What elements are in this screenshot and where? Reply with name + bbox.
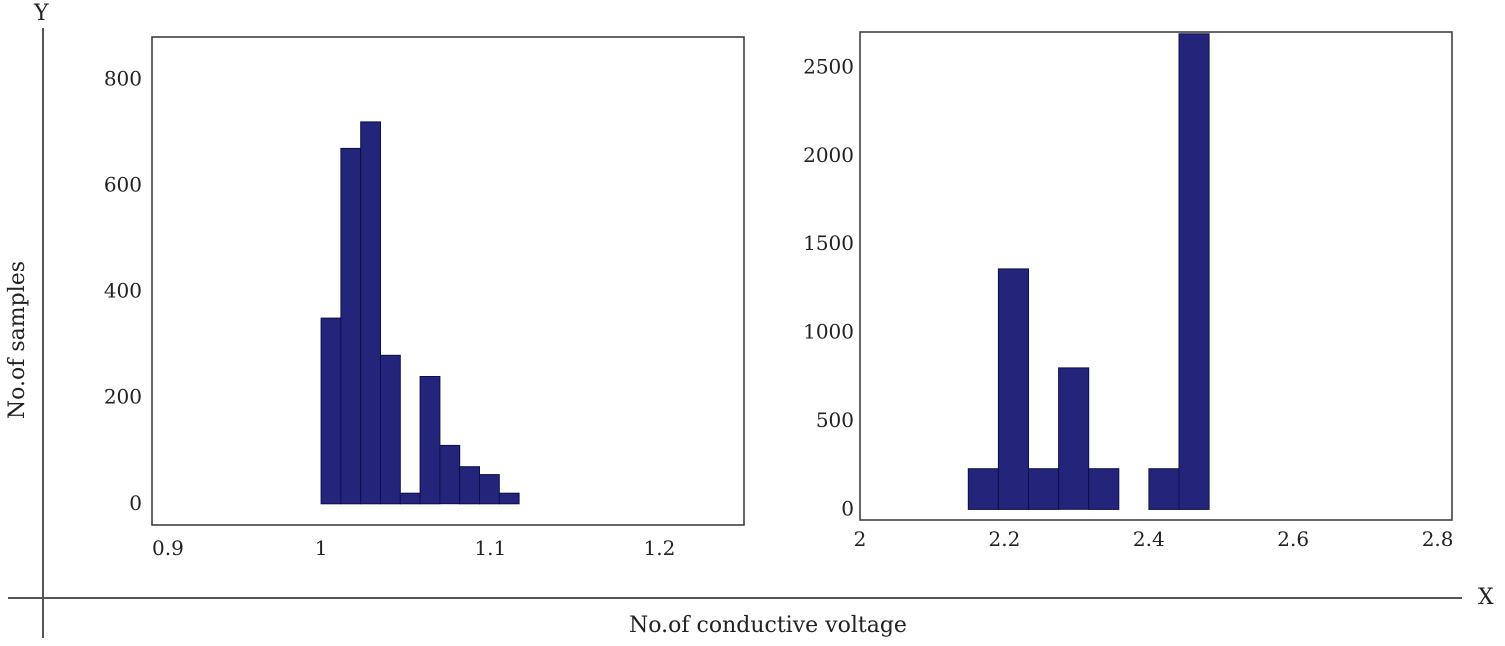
chart-left-y-ticks: 0 200 400 600 800	[104, 66, 142, 514]
chart-right-x-ticks: 2 2.2 2.4 2.6 2.8	[854, 527, 1454, 551]
chart-left-bar	[439, 444, 461, 505]
chart-left-bars	[320, 121, 520, 505]
chart-left-y-tick-label: 400	[104, 279, 142, 303]
chart-left-bar	[459, 466, 481, 505]
chart-left-x-tick-label: 1	[315, 536, 328, 560]
chart-right-bar	[1148, 468, 1180, 510]
outer-x-letter: X	[1478, 585, 1494, 610]
chart-left-bar	[479, 474, 500, 505]
chart-right-x-tick-label: 2.6	[1277, 527, 1309, 551]
chart-left: 0 200 400 600 800 0.9 1 1.1 1.2	[104, 36, 745, 560]
chart-left-x-ticks: 0.9 1 1.1 1.2	[152, 536, 675, 560]
chart-right-y-tick-label: 0	[841, 496, 854, 520]
chart-right-bar	[967, 468, 999, 510]
chart-left-bar	[360, 121, 382, 505]
chart-right-y-tick-label: 500	[816, 408, 854, 432]
chart-left-bar	[380, 354, 401, 505]
chart-left-y-tick-label: 600	[104, 173, 142, 197]
chart-left-x-tick-label: 1.2	[643, 536, 675, 560]
chart-right-y-tick-label: 1000	[803, 320, 854, 344]
chart-right-bar	[1028, 468, 1060, 510]
chart-right-x-tick-label: 2.4	[1133, 527, 1165, 551]
chart-left-frame	[151, 36, 745, 526]
chart-left-y-tick-label: 200	[104, 385, 142, 409]
chart-right-y-tick-label: 2500	[803, 54, 854, 78]
chart-right-y-tick-label: 1500	[803, 231, 854, 255]
chart-left-x-tick-label: 0.9	[152, 536, 184, 560]
chart-right-frame	[859, 31, 1453, 521]
chart-left-bar	[419, 376, 441, 505]
chart-right-y-tick-label: 2000	[803, 143, 854, 167]
chart-right-bar	[1178, 33, 1210, 510]
chart-left-x-tick-label: 1.1	[474, 536, 506, 560]
chart-right-bar	[1088, 468, 1120, 510]
outer-y-letter: Y	[33, 1, 49, 26]
chart-left-y-tick-label: 800	[104, 66, 142, 90]
chart-left-bar	[399, 492, 421, 505]
chart-right-x-tick-label: 2.2	[988, 527, 1020, 551]
chart-left-bar	[498, 492, 520, 505]
chart-right-x-tick-label: 2	[854, 527, 867, 551]
outer-x-title: No.of conductive voltage	[629, 613, 907, 638]
chart-left-y-tick-label: 0	[129, 491, 142, 515]
chart-right-bar	[997, 268, 1030, 510]
chart-right-bar	[1058, 367, 1090, 510]
chart-right-x-tick-label: 2.8	[1422, 527, 1454, 551]
chart-left-bar	[340, 147, 362, 505]
chart-left-bar	[320, 317, 342, 505]
outer-y-title: No.of samples	[5, 261, 30, 419]
chart-right-bars	[967, 33, 1210, 510]
chart-right: 0 500 1000 1500 2000 2500 2 2.2 2.4 2.6 2.8	[803, 31, 1454, 551]
chart-right-y-ticks: 0 500 1000 1500 2000 2500	[803, 54, 854, 520]
